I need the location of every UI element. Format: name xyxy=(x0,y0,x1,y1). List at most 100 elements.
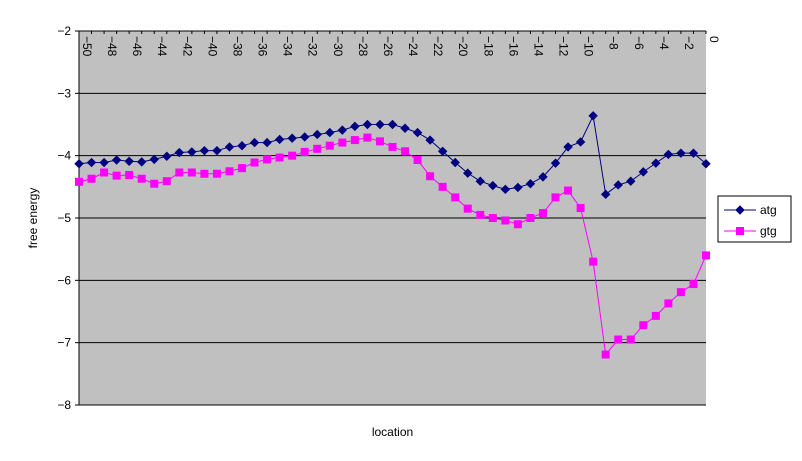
data-point xyxy=(676,288,685,297)
x-tick-label: 0 xyxy=(707,36,721,43)
data-point xyxy=(513,182,523,193)
legend: atg gtg xyxy=(717,195,792,243)
data-point xyxy=(476,210,485,219)
x-tick-label: −46 xyxy=(130,36,144,57)
data-point xyxy=(735,205,745,215)
data-point xyxy=(437,146,448,157)
x-tick-label: −24 xyxy=(406,36,420,57)
x-tick-label: −6 xyxy=(632,36,646,50)
data-point xyxy=(187,168,196,177)
y-tick-label: −8 xyxy=(57,398,71,412)
data-point xyxy=(212,169,221,178)
x-tick-label: −22 xyxy=(431,36,445,57)
data-point xyxy=(162,177,171,186)
data-point xyxy=(338,138,347,147)
data-point xyxy=(563,142,573,152)
data-point xyxy=(538,172,548,182)
data-point xyxy=(736,227,744,235)
legend-item-gtg: gtg xyxy=(724,224,777,238)
x-tick-label: −18 xyxy=(481,36,495,57)
data-point xyxy=(263,155,272,164)
data-point xyxy=(224,142,235,152)
y-tick-label: −2 xyxy=(57,24,71,38)
data-point xyxy=(312,129,322,140)
data-point xyxy=(375,137,384,146)
data-point xyxy=(225,167,234,176)
data-point xyxy=(551,193,560,202)
data-point xyxy=(350,121,360,132)
data-point xyxy=(86,157,97,168)
data-point xyxy=(701,159,711,169)
x-tick-label: −38 xyxy=(230,36,244,57)
data-point xyxy=(613,180,623,190)
x-tick-label: −32 xyxy=(306,36,320,57)
data-point xyxy=(388,142,397,151)
x-tick-label: −20 xyxy=(456,36,470,57)
y-tick-label: −6 xyxy=(57,273,71,287)
series-gtg xyxy=(75,133,710,359)
y-tick-label: −5 xyxy=(57,211,71,225)
x-tick-label: −34 xyxy=(281,36,295,57)
data-point xyxy=(137,174,146,183)
legend-label: gtg xyxy=(760,224,777,238)
x-tick-label: −40 xyxy=(205,36,219,57)
data-point xyxy=(363,133,372,142)
data-point xyxy=(412,127,423,138)
data-point xyxy=(588,111,598,121)
data-point xyxy=(325,141,334,150)
data-point xyxy=(426,172,435,181)
data-point xyxy=(413,156,422,165)
data-point xyxy=(401,147,410,156)
data-point xyxy=(337,125,348,135)
x-tick-label: −16 xyxy=(506,36,520,57)
x-tick-label: −42 xyxy=(180,36,194,57)
data-point xyxy=(702,251,710,260)
data-point xyxy=(99,157,109,168)
y-axis-title: free energy xyxy=(26,188,40,249)
data-point xyxy=(564,186,573,195)
data-point xyxy=(676,148,686,158)
data-point xyxy=(463,204,472,213)
x-tick-label: −48 xyxy=(105,36,119,57)
x-tick-label: −4 xyxy=(657,36,671,50)
x-tick-label: −50 xyxy=(80,36,94,57)
data-point xyxy=(463,168,473,178)
data-point xyxy=(212,145,222,156)
data-point xyxy=(400,123,410,133)
x-tick-label: −2 xyxy=(682,36,696,50)
x-tick-label: −26 xyxy=(381,36,395,57)
data-point xyxy=(288,151,297,160)
data-point xyxy=(75,177,83,186)
legend-item-atg: atg xyxy=(724,203,777,217)
data-point xyxy=(425,135,435,145)
data-point xyxy=(438,182,447,191)
data-point xyxy=(689,280,698,289)
data-point xyxy=(600,189,611,200)
data-point xyxy=(362,119,373,130)
legend-box xyxy=(717,195,792,243)
data-point xyxy=(513,220,522,229)
data-point xyxy=(576,204,585,213)
data-point xyxy=(526,214,535,222)
data-point xyxy=(325,127,335,138)
data-point xyxy=(313,144,322,153)
data-point xyxy=(614,335,623,344)
data-point xyxy=(626,335,635,344)
data-point xyxy=(488,214,497,222)
data-point xyxy=(626,176,636,186)
y-tick-label: −4 xyxy=(57,149,71,163)
x-axis-title: location xyxy=(372,425,413,439)
data-point xyxy=(475,176,485,186)
data-point xyxy=(450,157,460,168)
data-point xyxy=(274,134,285,145)
data-point xyxy=(150,179,159,188)
data-point xyxy=(375,119,385,130)
data-point xyxy=(664,299,673,308)
legend-label: atg xyxy=(760,203,777,217)
data-point xyxy=(175,168,184,177)
data-point xyxy=(111,155,122,165)
y-tick-label: −3 xyxy=(57,86,71,100)
data-point xyxy=(174,147,185,158)
data-point xyxy=(74,159,84,169)
